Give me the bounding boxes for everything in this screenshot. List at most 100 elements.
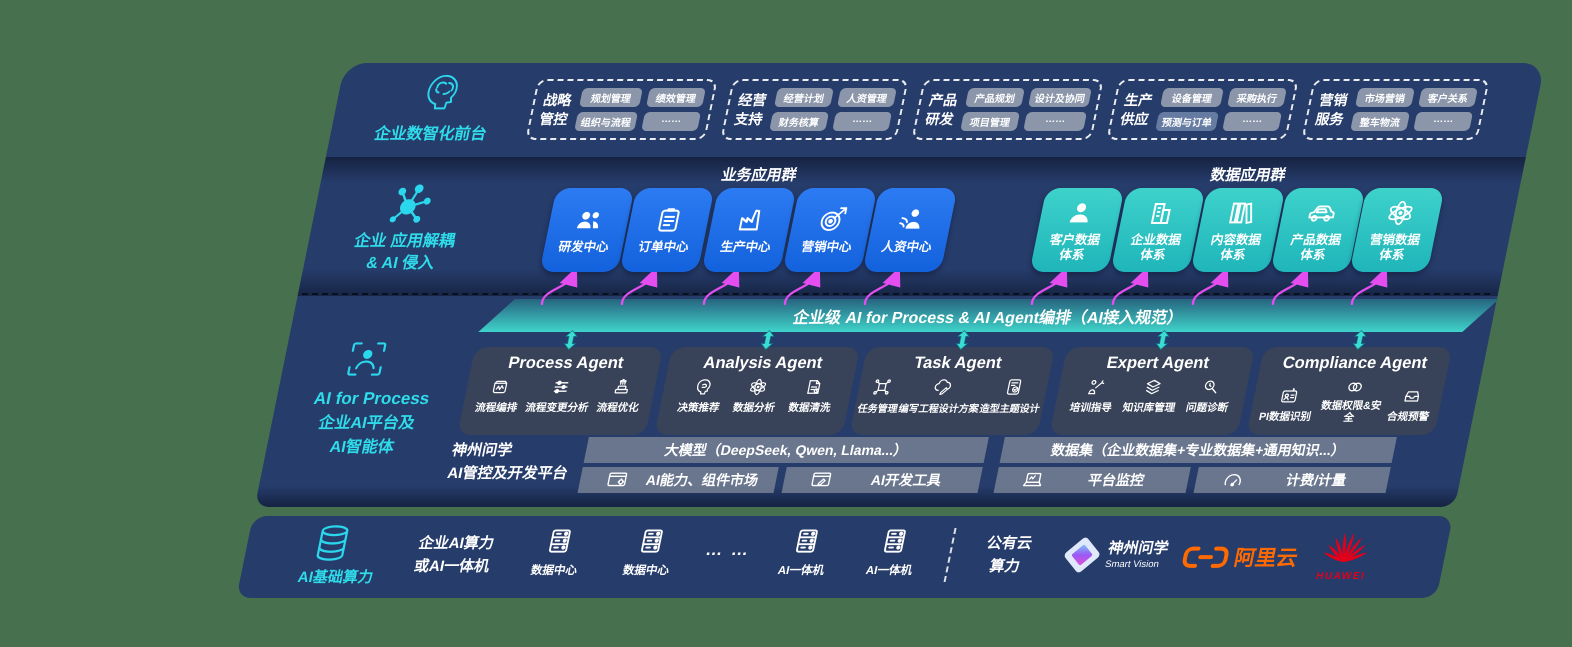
- laptop-monitor-icon: [1020, 469, 1046, 491]
- brain-head-icon: [412, 71, 467, 117]
- car-icon: [1303, 198, 1339, 228]
- agent-item-label: 数据权限&安全: [1319, 400, 1383, 425]
- app-label: 营销数据 体系: [1366, 233, 1422, 262]
- business-app-card: 订单中心: [619, 188, 715, 272]
- group-name-line: 营销: [1317, 92, 1350, 109]
- agent-layer-label-line: AI for Process: [312, 389, 432, 408]
- front-group-chips: 规划管理 绩效管理 组织与流程 ……: [574, 88, 706, 131]
- diagnosis-icon: [1199, 377, 1223, 397]
- molecule-icon: [383, 181, 438, 227]
- billing-bar: 计费/计量: [1193, 467, 1391, 493]
- ai-bus-label: 企业级 AI for Process & AI Agent编排（AI接入规范）: [791, 309, 1185, 327]
- hr-icon: [894, 205, 930, 235]
- agent-item-label: 培训指导: [1068, 402, 1113, 414]
- agent-item-label: PI数据识别: [1257, 411, 1313, 424]
- aliyun-bracket-icon: [1180, 545, 1231, 569]
- data-app-card: 产品数据 体系: [1270, 188, 1366, 272]
- agent-item: 流程变更分析: [524, 377, 595, 415]
- data-clean-icon: [802, 377, 826, 397]
- dataset-bar: 数据集（企业数据集+专业数据集+通用知识...）: [999, 437, 1397, 463]
- front-chip: 规划管理: [579, 88, 643, 107]
- infra-node: AI一体机: [759, 526, 850, 578]
- front-group-name: 生产 供应: [1119, 91, 1156, 127]
- agent-layer-label-line: 企业AI平台及: [317, 414, 417, 432]
- architecture-panel: 企业数智化前台 企业 应用解耦 & AI 侵入 AI for Process 企…: [254, 63, 1545, 507]
- front-chip: 财务核算: [769, 112, 830, 131]
- infra-node: 数据中心: [512, 526, 603, 578]
- infra-node-label: 数据中心: [529, 565, 579, 577]
- styling-icon: [1002, 377, 1026, 397]
- app-layer-label: 企业 应用解耦 & AI 侵入: [307, 231, 498, 274]
- group-name-line: 产品: [927, 92, 960, 109]
- flow-arrows: [540, 272, 1388, 305]
- front-chip: 客户关系: [1418, 88, 1478, 107]
- devtool-bar: AI开发工具: [781, 467, 983, 493]
- agent-item-label: 流程优化: [595, 402, 640, 414]
- front-group-name: 产品 研发: [924, 91, 961, 127]
- front-group-operation: 经营 支持 经营计划 人资管理 财务核算 ……: [720, 79, 909, 140]
- app-label-line: 体系: [1139, 247, 1167, 262]
- decision-icon: [691, 377, 715, 397]
- front-chip: 经营计划: [774, 88, 834, 107]
- agent-item: 数据分析: [731, 377, 781, 415]
- app-label-line: 体系: [1058, 247, 1086, 262]
- app-label-line: 内容数据: [1209, 233, 1263, 248]
- front-group-chips: 经营计划 人资管理 财务核算 ……: [769, 88, 897, 131]
- agent-title: Compliance Agent: [1281, 354, 1429, 372]
- group-name-line: 供应: [1119, 110, 1151, 127]
- agent-title: Expert Agent: [1105, 354, 1211, 372]
- agent-item-label: 数据分析: [731, 402, 777, 414]
- app-label: 产品数据 体系: [1287, 233, 1343, 262]
- front-group-product: 产品 研发 产品规划 设计及协同 项目管理 ……: [911, 79, 1104, 140]
- front-group-strategy: 战略 管控 规划管理 绩效管理 组织与流程 ……: [525, 79, 718, 140]
- front-group-production: 生产 供应 设备管理 采购执行 预测与订单 ……: [1106, 79, 1299, 140]
- app-label-line: 体系: [1378, 247, 1406, 262]
- front-chip: 绩效管理: [646, 88, 706, 107]
- app-label: 企业数据 体系: [1127, 233, 1183, 262]
- agent-item-label: 决策推荐: [676, 402, 721, 414]
- business-app-card: 研发中心: [539, 188, 635, 272]
- agent-card-compliance: Compliance Agent PI数据识别 数据权限&安全 合规预警: [1246, 347, 1453, 435]
- data-app-card: 企业数据 体系: [1110, 188, 1206, 272]
- agent-items: 决策推荐 数据分析 数据清洗: [658, 377, 854, 415]
- infra-node-label: AI一体机: [864, 565, 914, 577]
- smartvision-logo-icon: [1057, 534, 1108, 576]
- agent-item-label: 数据清洗: [787, 402, 832, 414]
- agent-title: Task Agent: [912, 354, 1004, 372]
- platform-name-line: 神州问学: [450, 442, 514, 459]
- agent-card-task: Task Agent 任务管理 编写工程设计方案 造型主题设计: [849, 347, 1056, 435]
- knowledge-icon: [1141, 377, 1165, 397]
- database-icon: [305, 522, 360, 564]
- devtool-bar-label: AI开发工具: [869, 472, 943, 488]
- group-name-line: 服务: [1314, 110, 1346, 127]
- app-label-line: 产品数据: [1289, 233, 1343, 248]
- double-arrow-icon: [561, 330, 581, 350]
- server-icon: [542, 526, 578, 556]
- front-group-chips: 市场营销 客户关系 整车物流 ……: [1350, 88, 1478, 131]
- app-label: 人资中心: [880, 240, 933, 255]
- huawei-logo: HUAWEI: [1312, 528, 1379, 582]
- factory-icon: [733, 205, 769, 235]
- business-app-card: 营销中心: [782, 188, 878, 272]
- agent-items: 培训指导 知识库管理 问题诊断: [1053, 377, 1249, 415]
- front-chip: 项目管理: [960, 112, 1021, 131]
- agent-item: 培训指导: [1068, 377, 1118, 415]
- agent-items: 任务管理 编写工程设计方案 造型主题设计: [853, 377, 1049, 415]
- front-group-chips: 设备管理 采购执行 预测与订单 ……: [1155, 88, 1287, 131]
- app-label-line: 体系: [1299, 247, 1327, 262]
- app-label: 营销中心: [800, 240, 853, 255]
- ellipsis-dots: … …: [703, 540, 753, 559]
- front-chip: ……: [832, 112, 893, 131]
- front-chip: 设备管理: [1160, 88, 1224, 107]
- compliance-warning-icon: [1400, 386, 1424, 406]
- agent-card-expert: Expert Agent 培训指导 知识库管理 问题诊断: [1049, 347, 1256, 435]
- data-app-card: 内容数据 体系: [1190, 188, 1286, 272]
- double-arrow-icon: [1350, 330, 1370, 350]
- agent-item: 造型主题设计: [978, 377, 1046, 415]
- capability-bar-label: AI能力、组件市场: [644, 472, 760, 488]
- aliyun-name: 阿里云: [1232, 547, 1300, 570]
- compute-label-line: 企业AI算力: [417, 535, 496, 552]
- agent-item: 流程编排: [474, 377, 524, 415]
- infra-node: AI一体机: [847, 526, 938, 578]
- agent-item: 决策推荐: [676, 377, 726, 415]
